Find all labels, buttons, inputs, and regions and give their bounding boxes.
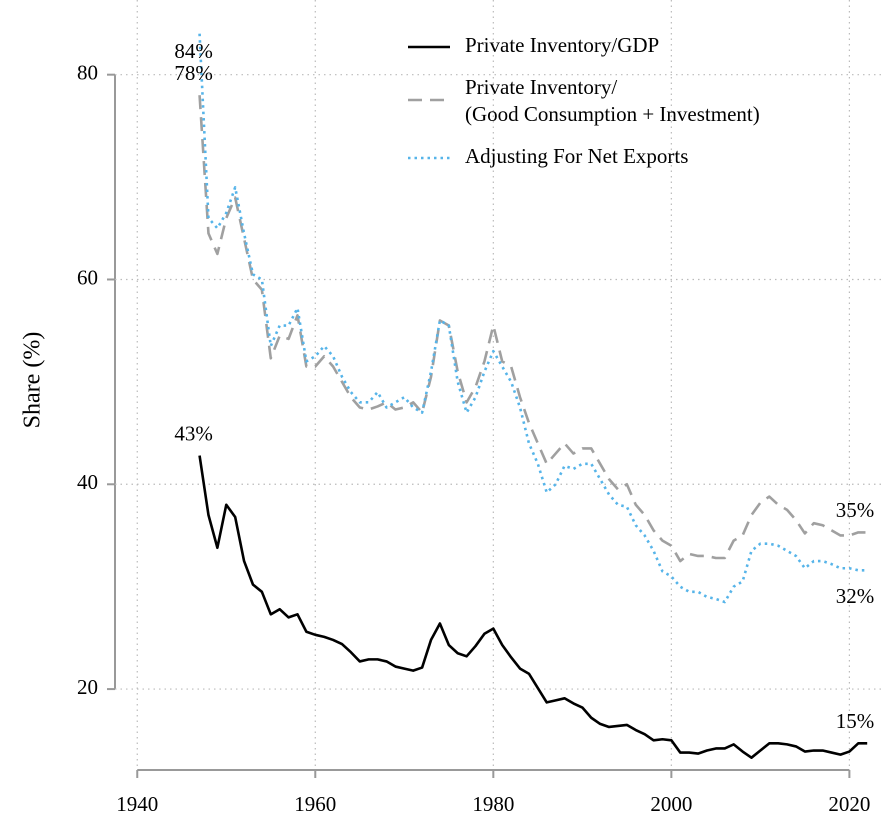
legend-label: Private Inventory/(Good Consumption + In…: [465, 75, 760, 126]
legend-label: Private Inventory/GDP: [465, 33, 659, 57]
legend-label: Adjusting For Net Exports: [465, 144, 688, 168]
value-label: 43%: [174, 421, 213, 445]
x-tick-label: 1940: [116, 792, 158, 816]
y-axis-label: Share (%): [20, 332, 46, 429]
line-series: [198, 455, 868, 759]
y-tick-label: 20: [77, 675, 98, 699]
x-tick-label: 1980: [472, 792, 514, 816]
x-tick-label: 2000: [650, 792, 692, 816]
value-label: 32%: [836, 584, 875, 608]
line-series: [198, 33, 868, 604]
value-label: 84%: [174, 39, 213, 63]
line-series: [198, 95, 868, 563]
y-tick-label: 60: [77, 265, 98, 289]
value-label: 15%: [836, 709, 875, 733]
x-tick-label: 2020: [828, 792, 870, 816]
y-tick-label: 40: [77, 470, 98, 494]
value-label: 35%: [836, 498, 875, 522]
x-tick-label: 1960: [294, 792, 336, 816]
y-tick-label: 80: [77, 60, 98, 84]
value-label: 78%: [174, 61, 213, 85]
